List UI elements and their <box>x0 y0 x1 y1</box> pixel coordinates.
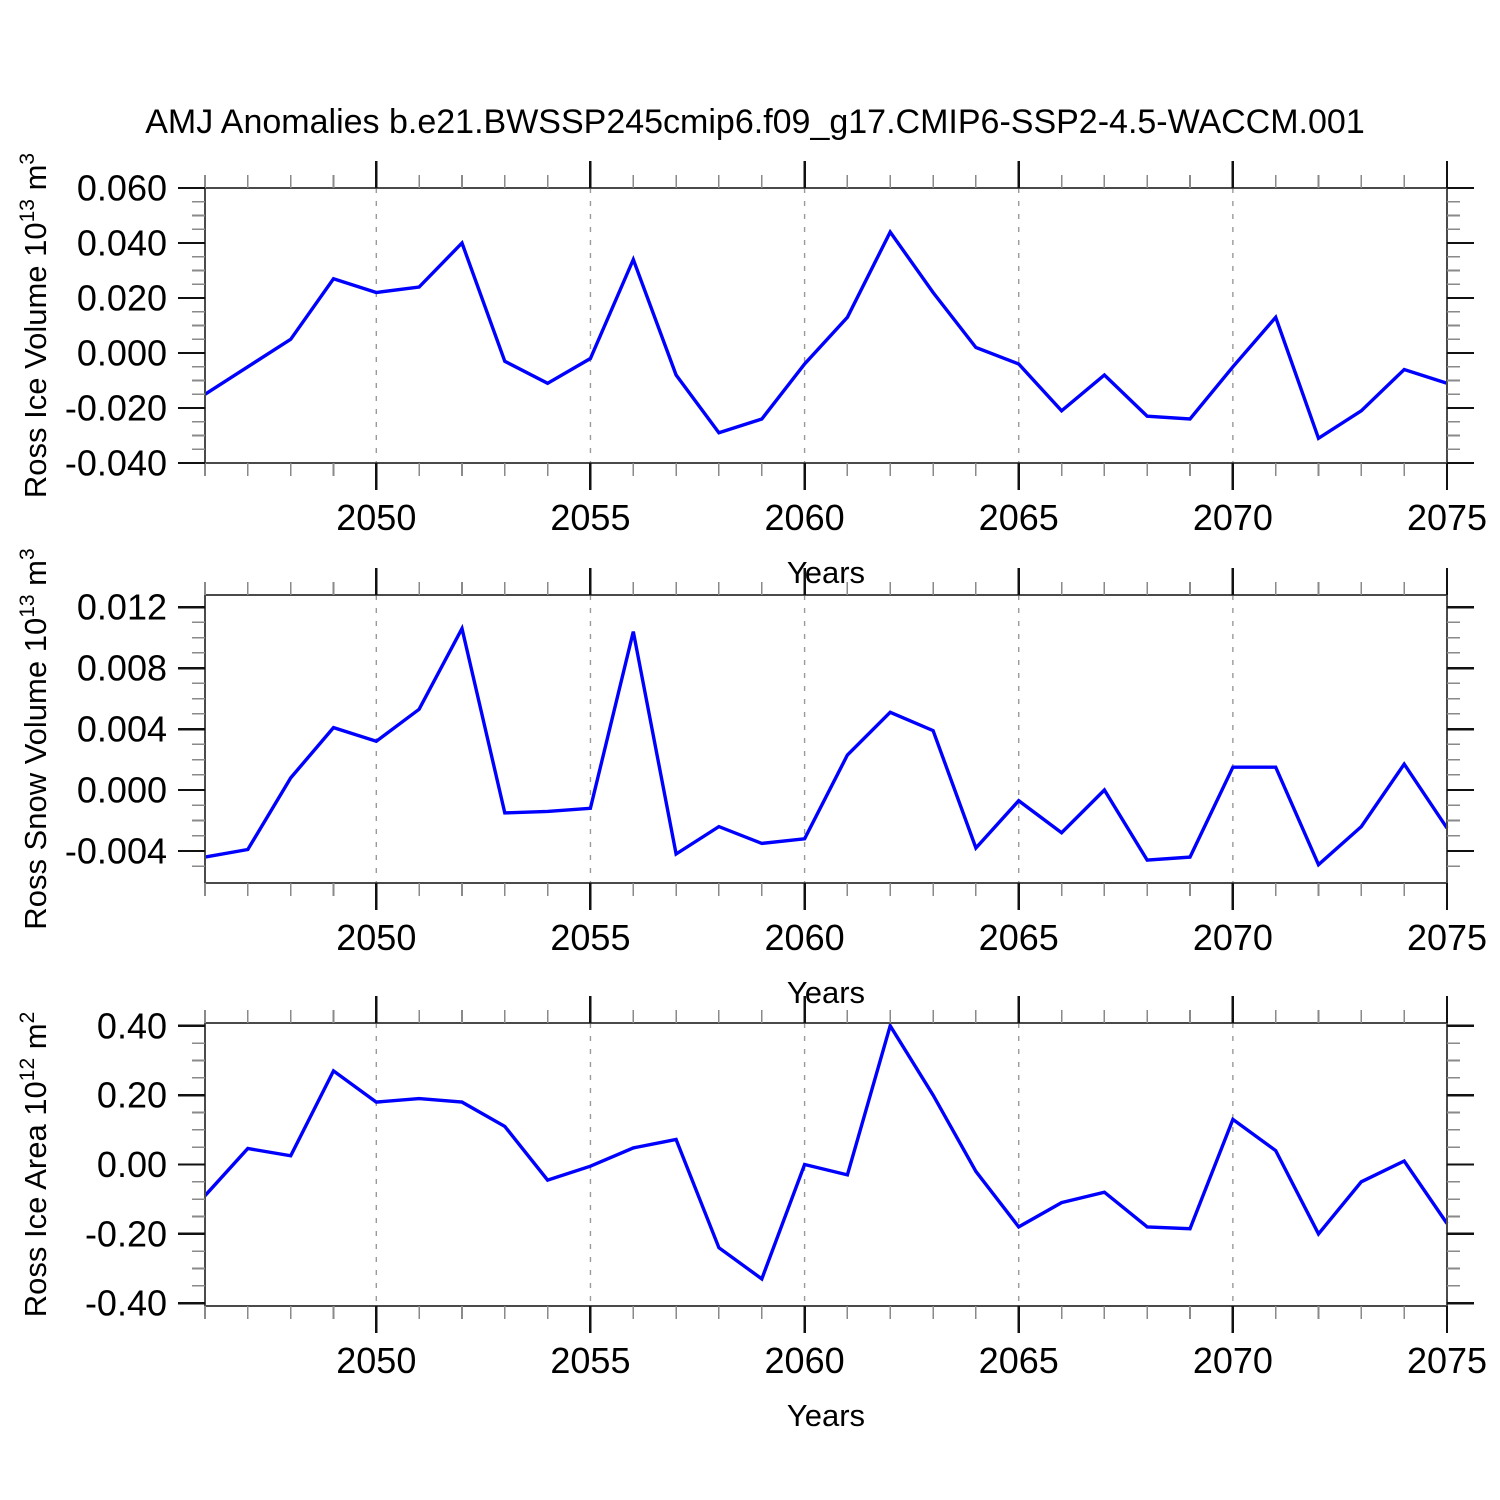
x-tick-label: 2075 <box>1407 497 1487 538</box>
series-line <box>204 228 1448 441</box>
x-tick-label: 2065 <box>979 1340 1059 1381</box>
y-tick-label: -0.004 <box>65 831 167 872</box>
x-tick-label: 2065 <box>979 917 1059 958</box>
y-tick-label: 0.012 <box>77 587 167 628</box>
y-tick-label: 0.020 <box>77 278 167 319</box>
x-tick-label: 2050 <box>336 917 416 958</box>
x-axis-label: Years <box>787 555 865 590</box>
x-tick-label: 2075 <box>1407 1340 1487 1381</box>
y-tick-label: 0.000 <box>77 770 167 811</box>
y-tick-label: -0.40 <box>85 1283 167 1324</box>
x-tick-label: 2060 <box>765 1340 845 1381</box>
x-tick-label: 2070 <box>1193 917 1273 958</box>
y-tick-label: 0.008 <box>77 648 167 689</box>
panel-ross-ice-volume: 0.060 0.040 0.020 0.000 -0.020 -0.040 2050 2055… <box>16 153 1487 590</box>
x-tick-label: 2070 <box>1193 1340 1273 1381</box>
y-tick-label: -0.020 <box>65 388 167 429</box>
x-axis-label: Years <box>787 1398 865 1433</box>
panel-ross-snow-volume: 0.012 0.008 0.004 0.000 -0.004 2050 2055 2060 20… <box>16 548 1487 1010</box>
x-tick-label: 2060 <box>765 917 845 958</box>
y-tick-label: 0.004 <box>77 709 167 750</box>
plot-frame <box>204 187 1448 464</box>
x-tick-label: 2070 <box>1193 497 1273 538</box>
plot-frame <box>204 1022 1448 1307</box>
x-tick-label: 2055 <box>550 1340 630 1381</box>
plot-frame <box>204 594 1448 884</box>
panel-ross-ice-area: 0.40 0.20 0.00 -0.20 -0.40 2050 2055 2060 2065 20… <box>16 996 1487 1433</box>
x-tick-label: 2065 <box>979 497 1059 538</box>
y-tick-label: 0.00 <box>97 1144 167 1185</box>
y-axis-label: Ross Ice Area 1012 m2 <box>16 1012 53 1318</box>
y-tick-label: -0.040 <box>65 443 167 484</box>
y-tick-label: 0.060 <box>77 168 167 209</box>
figure-title: AMJ Anomalies b.e21.BWSSP245cmip6.f09_g1… <box>145 103 1365 141</box>
x-tick-label: 2055 <box>550 917 630 958</box>
y-tick-label: 0.20 <box>97 1075 167 1116</box>
x-tick-label: 2075 <box>1407 917 1487 958</box>
x-tick-label: 2050 <box>336 497 416 538</box>
y-tick-label: 0.000 <box>77 333 167 374</box>
x-axis-label: Years <box>787 975 865 1010</box>
y-tick-label: -0.20 <box>85 1213 167 1254</box>
series-line <box>203 1021 1449 1282</box>
x-tick-label: 2050 <box>336 1340 416 1381</box>
series-line <box>204 623 1449 868</box>
x-tick-label: 2055 <box>550 497 630 538</box>
y-axis-label: Ross Ice Volume 1013 m3 <box>16 153 53 498</box>
y-tick-label: 0.40 <box>97 1005 167 1046</box>
y-tick-label: 0.040 <box>77 223 167 264</box>
x-tick-label: 2060 <box>765 497 845 538</box>
y-axis-label: Ross Snow Volume 1013 m3 <box>16 548 53 929</box>
